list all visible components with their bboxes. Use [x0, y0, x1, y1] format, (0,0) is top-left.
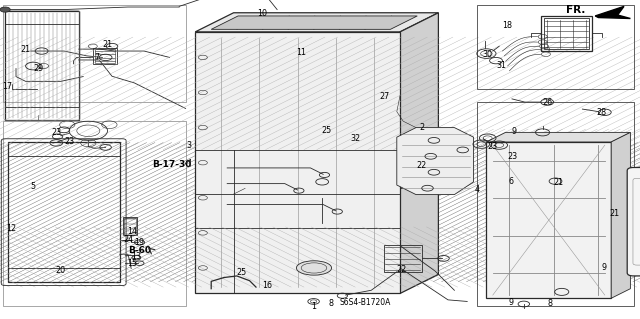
- Text: FR.: FR.: [566, 5, 586, 15]
- Text: 23: 23: [507, 152, 517, 161]
- Text: 31: 31: [496, 61, 506, 70]
- Bar: [410, 136, 445, 164]
- Circle shape: [0, 7, 10, 12]
- Bar: [123, 217, 137, 235]
- Text: 2: 2: [420, 123, 425, 132]
- Text: 26: 26: [542, 98, 552, 107]
- Text: B-60: B-60: [128, 246, 151, 255]
- Bar: [544, 18, 589, 49]
- Text: 21: 21: [553, 178, 563, 187]
- Text: 9: 9: [512, 127, 517, 136]
- Text: 17: 17: [3, 82, 13, 91]
- Text: 7: 7: [95, 53, 100, 62]
- Text: 24: 24: [123, 235, 133, 244]
- Bar: [477, 5, 634, 89]
- Bar: [5, 11, 79, 120]
- Text: 3: 3: [186, 141, 191, 150]
- FancyBboxPatch shape: [627, 167, 640, 276]
- Bar: [8, 142, 120, 282]
- Text: 11: 11: [296, 48, 306, 57]
- Bar: [518, 171, 549, 187]
- Text: 19: 19: [134, 238, 145, 247]
- Text: 22: 22: [416, 161, 426, 170]
- Text: 1: 1: [311, 302, 316, 311]
- Text: 23: 23: [51, 128, 61, 137]
- Text: 21: 21: [102, 40, 113, 48]
- Text: 25: 25: [237, 268, 247, 277]
- Text: 9: 9: [508, 298, 513, 307]
- Text: 8: 8: [548, 299, 553, 308]
- Text: 10: 10: [257, 9, 268, 18]
- Text: 23: 23: [64, 137, 74, 146]
- Text: 28: 28: [596, 108, 607, 117]
- Text: 6: 6: [508, 177, 513, 186]
- Text: 25: 25: [321, 126, 332, 135]
- Bar: [384, 245, 422, 272]
- Text: 9: 9: [602, 263, 607, 272]
- Text: 21: 21: [20, 45, 31, 54]
- Text: 23: 23: [488, 142, 498, 151]
- Polygon shape: [195, 13, 438, 32]
- Text: 18: 18: [502, 21, 513, 30]
- Polygon shape: [486, 132, 630, 142]
- Bar: [541, 16, 592, 51]
- Ellipse shape: [296, 261, 332, 275]
- Bar: [3, 5, 186, 102]
- Polygon shape: [595, 6, 630, 19]
- Bar: [93, 48, 117, 64]
- Text: 8: 8: [328, 299, 333, 308]
- Text: 13: 13: [131, 252, 141, 261]
- Text: 30: 30: [483, 50, 493, 59]
- Text: 16: 16: [262, 281, 273, 290]
- Polygon shape: [211, 16, 417, 29]
- Bar: [520, 172, 547, 186]
- Bar: [3, 121, 186, 306]
- Polygon shape: [397, 128, 474, 195]
- Text: B-17-30: B-17-30: [152, 160, 191, 169]
- Text: 32: 32: [350, 134, 360, 143]
- Text: 4: 4: [474, 185, 479, 194]
- Bar: [195, 32, 400, 293]
- Text: 27: 27: [379, 92, 389, 101]
- Text: S6S4-B1720A: S6S4-B1720A: [339, 298, 390, 307]
- Bar: [95, 49, 115, 63]
- Polygon shape: [611, 132, 630, 298]
- Text: 5: 5: [31, 182, 36, 191]
- Text: 20: 20: [56, 266, 66, 275]
- Text: 29: 29: [33, 64, 44, 73]
- Polygon shape: [400, 13, 438, 293]
- Bar: [124, 218, 136, 235]
- Text: 22: 22: [396, 265, 406, 274]
- Bar: [477, 102, 634, 306]
- Text: 12: 12: [6, 224, 16, 233]
- Text: 14: 14: [127, 227, 138, 236]
- Text: 21: 21: [609, 209, 620, 218]
- Text: 15: 15: [127, 259, 138, 268]
- Bar: [486, 142, 611, 298]
